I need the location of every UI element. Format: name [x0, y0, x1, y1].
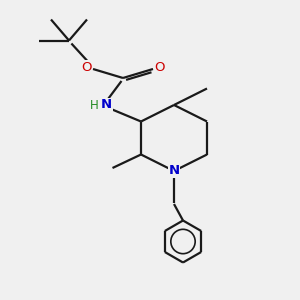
- Text: N: N: [168, 164, 180, 178]
- Text: N: N: [101, 98, 112, 112]
- Text: O: O: [154, 61, 165, 74]
- Text: H: H: [90, 99, 99, 112]
- Text: O: O: [81, 61, 92, 74]
